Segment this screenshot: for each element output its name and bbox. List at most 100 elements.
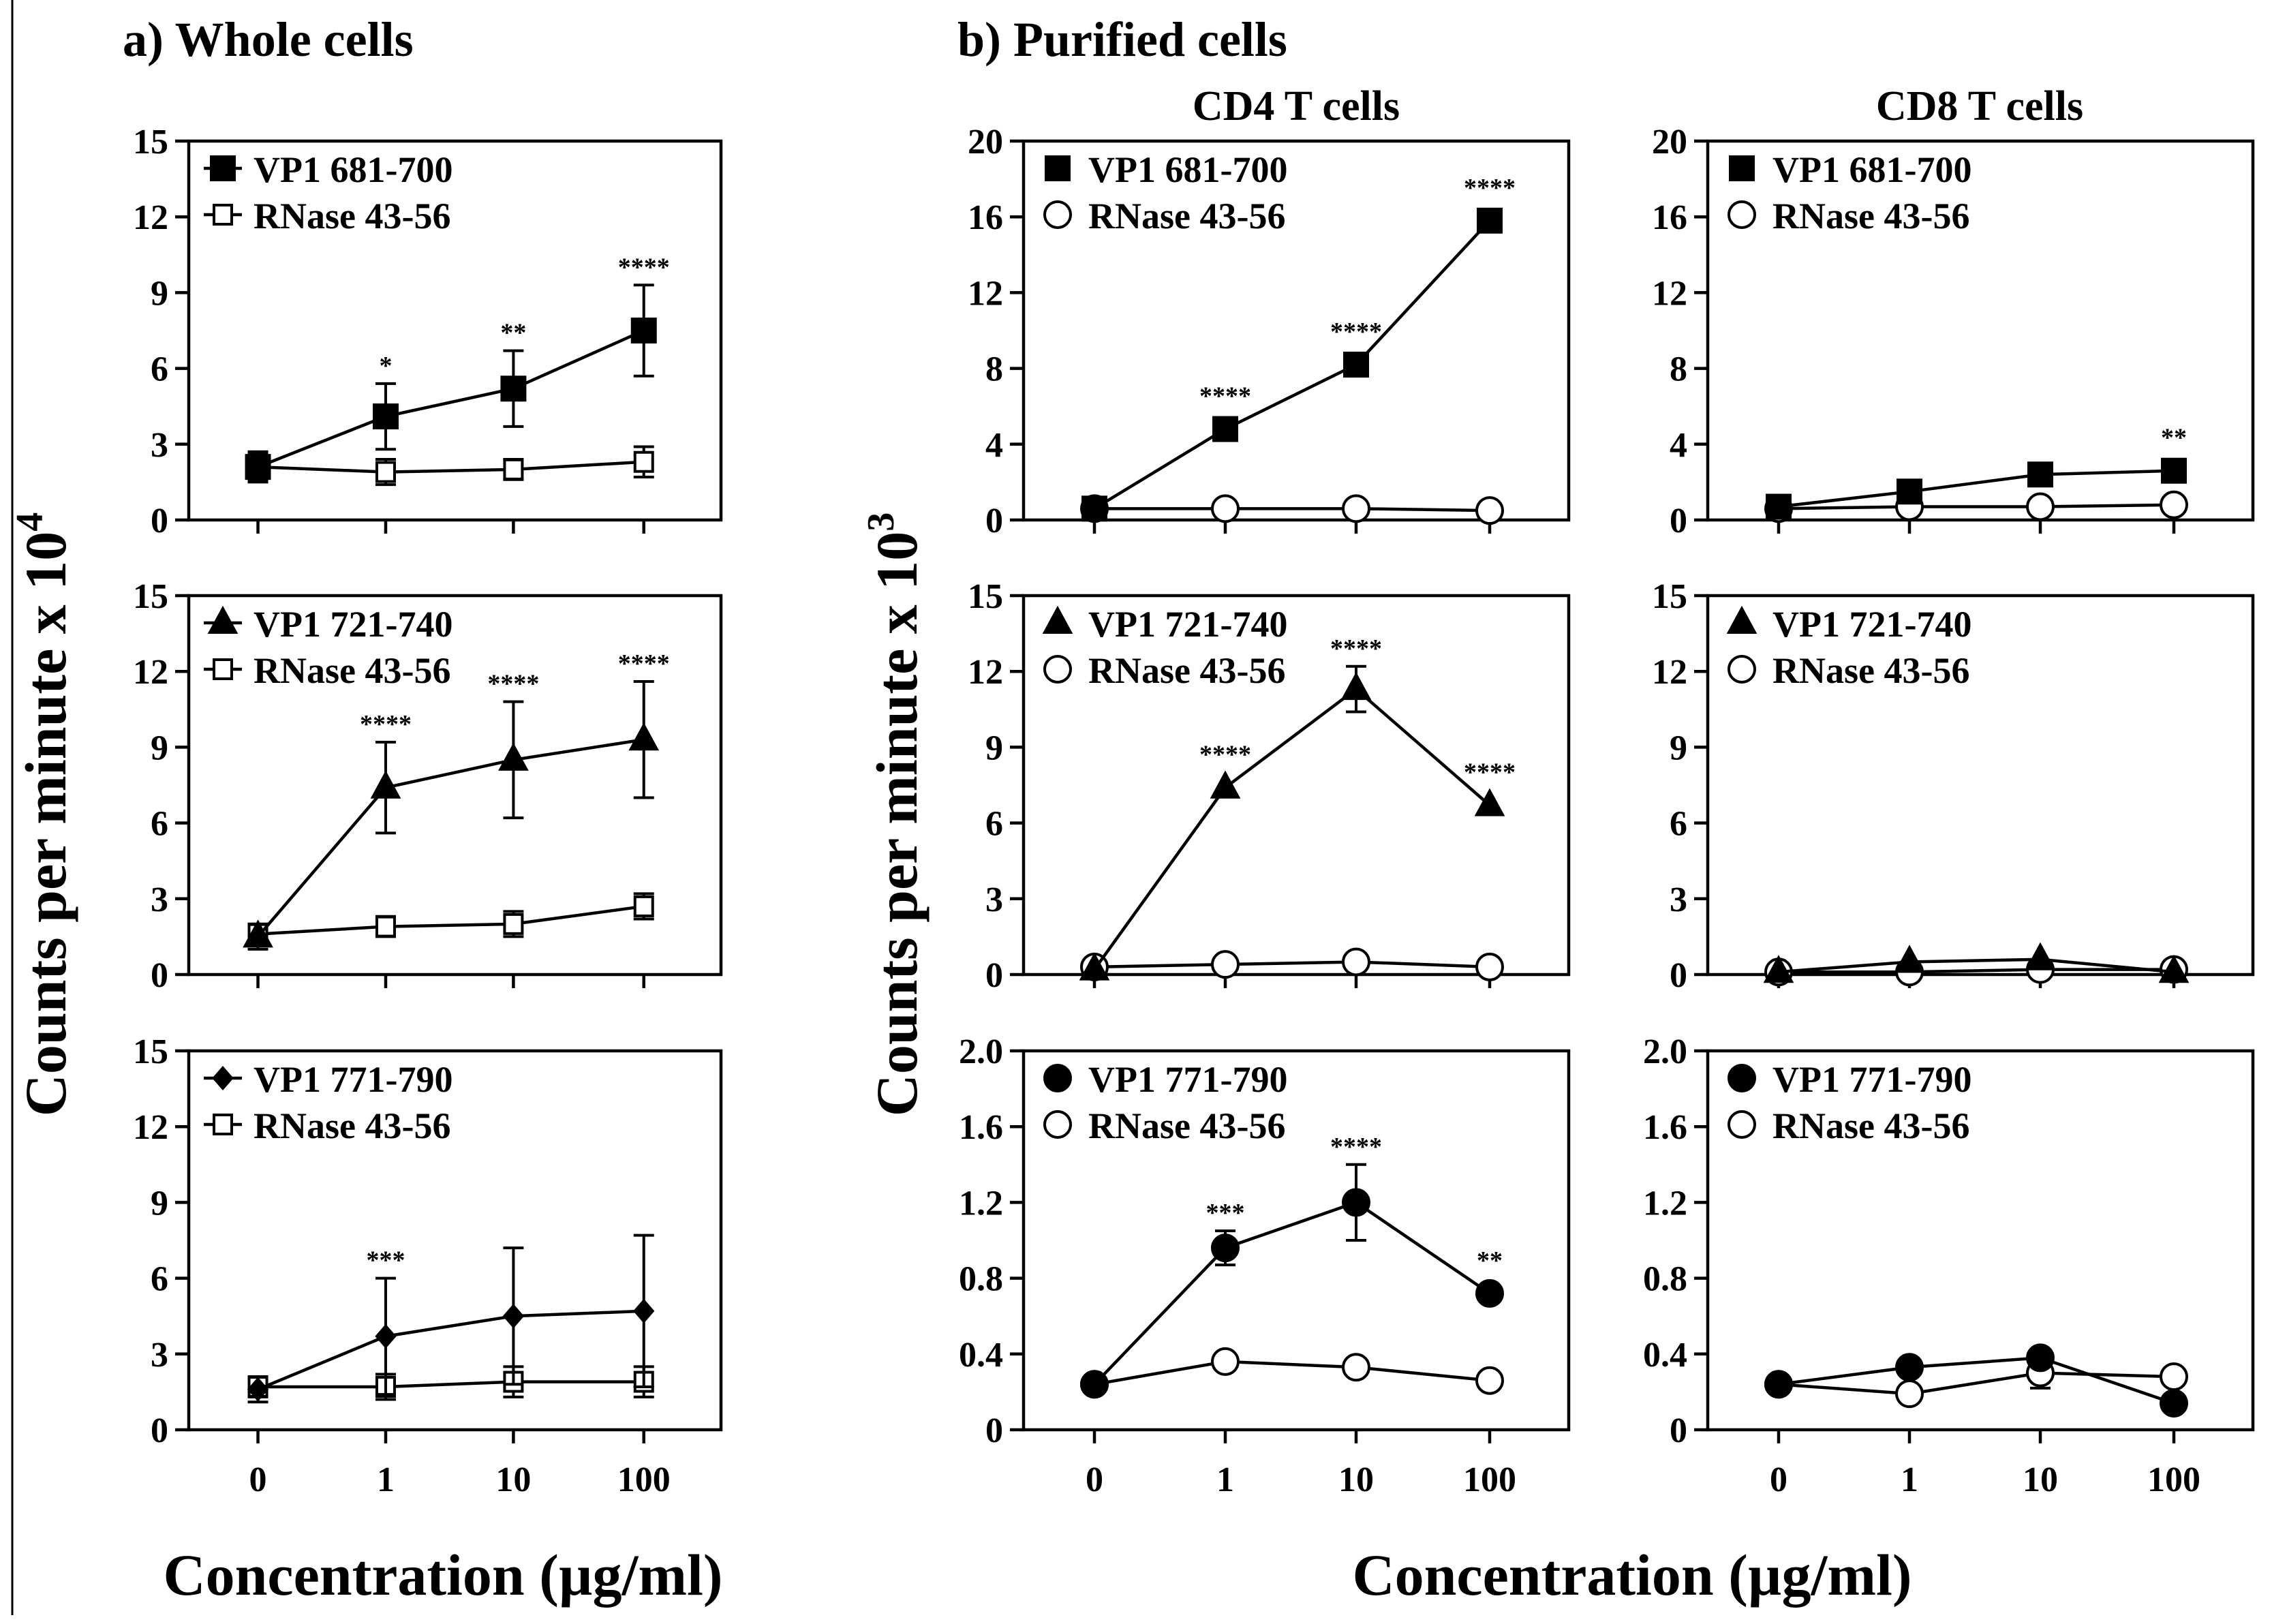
significance-label: ** [2161, 424, 2187, 453]
panel-a-header: a) Whole cells [123, 12, 414, 67]
y-tick-label: 9 [985, 729, 1003, 767]
data-point [1477, 207, 1503, 234]
data-point [1079, 952, 1110, 981]
chart-cd4-vp1-721: 0 3 6 9 12 15 **** **** **** VP1 721-740 RNase 43-… [968, 577, 1571, 995]
series-line [258, 1380, 644, 1389]
y-tick-label: 2.0 [1643, 1032, 1687, 1071]
y-tick-label: 0 [151, 502, 168, 540]
legend-symbol [1728, 1064, 1756, 1092]
data-point [243, 919, 273, 948]
y-tick-label: 15 [133, 123, 168, 162]
y-tick-label: 15 [133, 577, 168, 616]
y-tick-label: 6 [151, 1260, 168, 1299]
data-point [2160, 1362, 2188, 1392]
chart-cd8-vp1-721: 0 3 6 9 12 15 VP1 721-740 RNase 43-56 [1652, 577, 2255, 995]
y-tick-label: 15 [133, 1032, 168, 1071]
x-tick-label: 0 [1770, 1460, 1787, 1499]
legend-label: RNase 43-56 [1772, 196, 1969, 236]
series-line [1778, 503, 2175, 510]
significance-label: *** [366, 1246, 405, 1275]
legend-symbol [207, 605, 239, 634]
data-point [2027, 461, 2053, 488]
y-tick-label: 1.2 [1643, 1184, 1687, 1223]
data-point [500, 376, 527, 402]
significance-label: **** [1464, 174, 1516, 202]
legend-symbol [1042, 605, 1073, 634]
legend-label: RNase 43-56 [1772, 1105, 1969, 1146]
plot-frame [1022, 594, 1571, 977]
x-tick-label: 100 [1463, 1460, 1516, 1499]
data-point [1343, 352, 1369, 378]
data-point [498, 742, 529, 771]
legend-label: VP1 721-740 [254, 604, 452, 645]
x-tick-label: 100 [2147, 1460, 2200, 1499]
data-point [1340, 671, 1372, 701]
y-tick-label: 6 [1670, 805, 1687, 844]
data-point [2026, 492, 2055, 521]
series-control [1764, 490, 2188, 523]
data-point [375, 915, 396, 938]
series-control [247, 1365, 654, 1401]
series-line [1778, 469, 2175, 508]
y-tick-label: 9 [151, 274, 168, 313]
data-point [245, 454, 271, 480]
panel-b-header: b) Purified cells [957, 12, 1287, 67]
cd8-column-title: CD8 T cells [1876, 83, 2083, 129]
legend-label: RNase 43-56 [1088, 650, 1285, 691]
series-line [257, 1309, 644, 1391]
series-control [1080, 1347, 1504, 1399]
data-point [1081, 495, 1107, 522]
significance-label: ** [500, 319, 526, 348]
legend-label: VP1 681-700 [1772, 149, 1971, 190]
series-peptide [243, 680, 660, 951]
y-tick-label: 4 [1670, 426, 1687, 465]
data-point [1211, 950, 1240, 979]
legend-symbol [213, 1114, 233, 1135]
y-axis-title-b-text: Counts per minute x 10 [864, 532, 930, 1117]
y-tick-label: 12 [968, 274, 1003, 313]
y-tick-label: 12 [133, 653, 168, 692]
legend-label: VP1 681-700 [254, 149, 452, 190]
y-tick-label: 1.6 [959, 1108, 1003, 1147]
significance-label: ** [1477, 1246, 1503, 1275]
series-line [1094, 1360, 1490, 1386]
y-tick-label: 4 [985, 426, 1003, 465]
data-point [630, 318, 657, 343]
series-peptide [1766, 457, 2187, 520]
data-point [633, 1298, 655, 1323]
series-line [1093, 687, 1491, 970]
legend-symbol [213, 204, 233, 226]
data-point [1764, 1370, 1793, 1399]
y-tick-label: 16 [968, 198, 1003, 237]
legend-label: VP1 721-740 [1772, 604, 1971, 645]
series-line [1778, 1371, 2175, 1396]
plot-frame [187, 139, 723, 522]
y-tick-label: 20 [968, 123, 1003, 162]
data-point [1475, 1366, 1504, 1395]
data-point [1211, 494, 1240, 523]
significance-label: **** [1330, 634, 1382, 663]
legend-label: VP1 721-740 [1088, 604, 1287, 645]
series-control [247, 892, 654, 946]
data-point [2026, 1343, 2055, 1373]
series-peptide [1764, 1343, 2188, 1418]
data-point [1766, 493, 1792, 520]
y-tick-label: 12 [133, 1108, 168, 1147]
legend-label: VP1 681-700 [1088, 149, 1287, 190]
y-axis-title-b: Counts per minute x 103 [860, 512, 930, 1117]
y-tick-label: 0 [985, 1411, 1003, 1450]
legend-symbol [1043, 1110, 1072, 1139]
plot-frame [1706, 139, 2255, 522]
legend-label: VP1 771-790 [254, 1059, 452, 1100]
y-tick-label: 6 [151, 350, 168, 389]
chart-cd4-vp1-771: 00.40.81.21.62.00 1 10 100*********VP1 771-… [959, 1032, 1571, 1499]
y-tick-label: 3 [151, 1336, 168, 1375]
chart-whole-vp1-721: 0 3 6 9 12 15 **** **** **** VP1 721-740 RNase 43-… [133, 577, 723, 995]
data-point [1475, 496, 1504, 525]
y-tick-label: 16 [1652, 198, 1687, 237]
x-axis-title-a: Concentration (µg/ml) [163, 1542, 722, 1608]
data-point [1210, 770, 1241, 799]
plot-frame [1706, 1049, 2255, 1432]
data-point [503, 913, 524, 935]
